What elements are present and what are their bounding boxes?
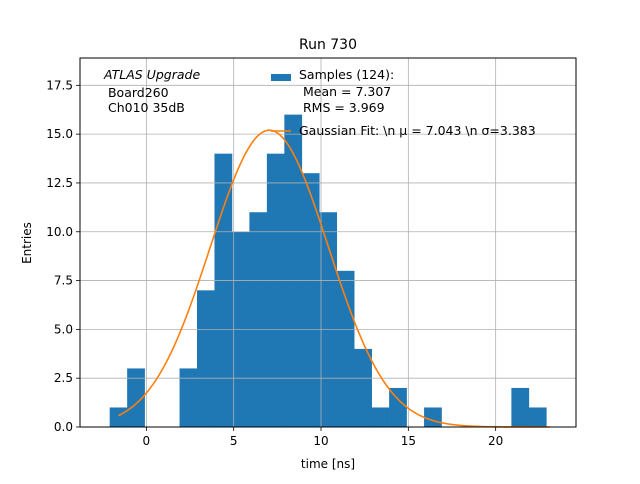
histogram-bar — [336, 270, 355, 427]
histogram-bar — [301, 173, 320, 427]
annotation-line-2: Board260 — [104, 85, 169, 100]
histogram-bar — [319, 212, 338, 427]
histogram-bar — [389, 387, 407, 427]
plot-frame — [79, 57, 577, 428]
legend: Samples (124): Mean = 7.307 RMS = 3.969 … — [271, 67, 536, 138]
legend-samples-line-1: Samples (124): — [299, 67, 394, 82]
legend-fit-label: Gaussian Fit: \n μ = 7.043 \n σ=3.383 — [299, 123, 536, 138]
annotation-box: ATLAS Upgrade Board260 Ch010 35dB — [103, 67, 200, 115]
annotation-line-1: ATLAS Upgrade — [103, 67, 200, 82]
x-tick-label: 5 — [230, 434, 238, 448]
histogram-bar — [354, 348, 372, 427]
histogram-bar — [249, 212, 268, 427]
gaussian-fit-curve — [118, 129, 550, 428]
histogram-bar — [266, 153, 285, 428]
histogram-bar — [127, 368, 145, 427]
legend-samples-swatch — [271, 74, 291, 81]
histogram-bar — [214, 153, 233, 428]
y-tick-label: 0.0 — [54, 420, 73, 434]
y-tick-label: 7.5 — [54, 274, 73, 288]
legend-samples-line-2: Mean = 7.307 — [299, 84, 391, 99]
x-tick-label: 10 — [313, 434, 328, 448]
x-tick-label: 15 — [401, 434, 416, 448]
chart-title: Run 730 — [299, 37, 357, 53]
y-axis-label: Entries — [20, 222, 34, 264]
histogram-bar — [179, 368, 198, 427]
axis-ticks: 0 5 10 15 20 0.0 2.5 5.0 7.5 10.0 12.5 15.0 17.5 — [46, 78, 503, 448]
y-tick-label: 15.0 — [46, 127, 73, 141]
y-tick-label: 2.5 — [54, 371, 73, 385]
y-tick-label: 5.0 — [54, 322, 73, 336]
y-tick-label: 12.5 — [46, 176, 73, 190]
histogram-bar — [197, 290, 215, 427]
histogram-bar — [424, 407, 442, 427]
histogram-bar — [528, 407, 547, 427]
y-tick-label: 17.5 — [46, 78, 73, 92]
histogram-bar — [371, 407, 390, 427]
legend-samples-line-3: RMS = 3.969 — [299, 100, 385, 115]
annotation-line-3: Ch010 35dB — [104, 100, 185, 115]
histogram-bar — [109, 407, 128, 427]
x-axis-label: time [ns] — [301, 457, 355, 471]
histogram-bar — [511, 387, 530, 427]
x-tick-label: 20 — [488, 434, 503, 448]
x-tick-label: 0 — [143, 434, 151, 448]
y-tick-label: 10.0 — [46, 225, 73, 239]
histogram-bar — [284, 114, 303, 428]
